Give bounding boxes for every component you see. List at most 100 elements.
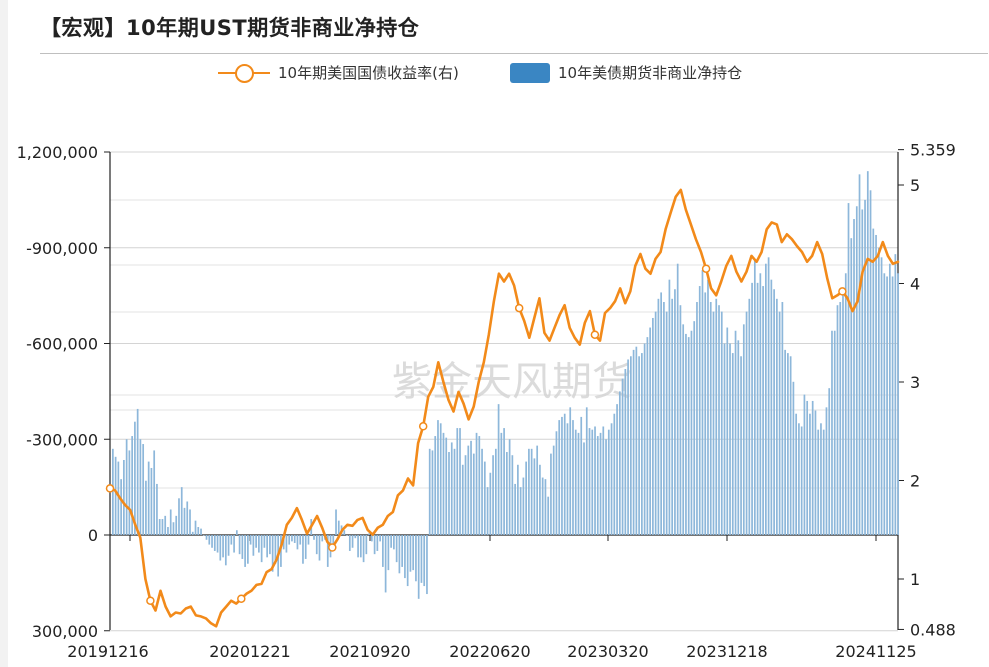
net-position-bar <box>877 247 880 535</box>
net-position-bar <box>663 302 665 535</box>
net-position-bar <box>577 432 580 535</box>
x-tick-label: 20210920 <box>329 642 410 661</box>
net-position-bar <box>434 436 437 535</box>
legend-item-net-position[interactable]: 10年美债期货非商业净持仓 <box>510 62 742 83</box>
net-position-bar <box>258 535 260 553</box>
net-position-bar <box>186 501 189 535</box>
net-position-bar <box>726 327 729 535</box>
net-position-bar <box>313 535 315 540</box>
net-position-bar <box>373 535 376 555</box>
yield-marker <box>590 330 600 339</box>
net-position-bar <box>798 423 800 535</box>
net-position-bar <box>511 455 514 535</box>
net-position-bar <box>263 535 266 548</box>
net-position-bar <box>456 428 459 535</box>
net-position-bar <box>864 199 866 536</box>
net-position-bar <box>883 273 886 535</box>
net-position-bar <box>183 507 186 535</box>
net-position-bar <box>657 298 660 535</box>
net-position-bar <box>547 496 550 535</box>
net-position-bar <box>709 302 712 535</box>
net-position-bar <box>770 279 773 535</box>
net-position-bar <box>406 535 409 587</box>
net-position-bar <box>318 535 321 561</box>
net-position-bar <box>401 535 404 567</box>
net-position-bar <box>288 535 291 545</box>
net-position-bar <box>191 531 194 535</box>
net-position-bar <box>580 416 583 535</box>
net-position-bar <box>753 260 756 535</box>
net-position-bar <box>412 535 415 571</box>
net-position-bar <box>704 292 707 535</box>
net-position-bar <box>197 527 200 535</box>
net-position-bar <box>715 298 718 535</box>
net-position-bar <box>390 535 392 548</box>
net-position-bar <box>585 407 588 535</box>
net-position-bar <box>269 535 271 555</box>
net-position-bar <box>142 444 145 535</box>
net-position-bar <box>450 442 453 535</box>
net-position-bar <box>803 394 806 535</box>
net-position-bar <box>660 292 662 535</box>
y-left-tick-label: -900,000 <box>26 239 98 258</box>
net-position-bar <box>858 174 861 535</box>
net-position-bar <box>467 445 470 535</box>
net-position-bar <box>853 219 855 535</box>
y-right-tick-label: 4 <box>910 275 920 294</box>
x-tick-label: 20241125 <box>835 642 916 661</box>
net-position-bar <box>599 432 602 535</box>
net-position-bar <box>541 477 544 535</box>
net-position-bar <box>897 273 899 535</box>
net-position-bar <box>282 535 285 550</box>
net-position-bar <box>244 535 246 567</box>
yield-marker <box>237 594 246 603</box>
net-position-bar <box>561 416 563 535</box>
net-position-bar <box>828 388 831 535</box>
net-position-bar <box>789 356 792 535</box>
net-position-bar <box>332 535 335 550</box>
net-position-bar <box>426 535 428 595</box>
net-position-bar <box>304 535 307 559</box>
net-position-bar <box>756 282 759 535</box>
left-edge-strip <box>0 0 8 667</box>
yield-marker <box>418 422 428 431</box>
legend-yield-label: 10年期美国国债收益率(右) <box>278 64 459 82</box>
net-position-bar <box>778 311 781 535</box>
net-position-bar <box>745 311 748 535</box>
x-tick-label: 20230320 <box>567 642 648 661</box>
net-position-bar <box>621 378 624 535</box>
net-position-bar <box>448 452 450 535</box>
yield-marker <box>105 484 115 493</box>
net-position-bar <box>632 349 635 535</box>
net-position-bar <box>759 273 762 535</box>
legend-item-yield[interactable]: 10年期美国国债收益率(右) <box>218 62 459 83</box>
net-position-bar <box>693 321 696 535</box>
net-position-bar <box>506 452 508 535</box>
net-position-bar <box>649 327 651 535</box>
net-position-bar <box>205 535 208 540</box>
net-position-bar <box>552 445 555 535</box>
net-position-bar <box>139 439 142 535</box>
net-position-bar <box>404 535 406 579</box>
net-position-bar <box>610 423 613 535</box>
net-position-bar <box>464 455 467 535</box>
net-position-bar <box>252 535 255 556</box>
net-position-bar <box>172 522 175 535</box>
y-left-tick-label: 300,000 <box>32 622 98 641</box>
net-position-bar <box>459 428 461 535</box>
net-position-bar <box>423 535 426 587</box>
net-position-bar <box>359 535 362 558</box>
net-position-bar <box>175 515 178 535</box>
net-position-bar <box>219 535 222 561</box>
net-position-bar <box>442 432 445 535</box>
net-position-bar <box>891 276 894 535</box>
net-position-bar <box>415 535 417 582</box>
net-position-bar <box>861 209 864 535</box>
net-position-bar <box>544 479 547 535</box>
net-position-bar <box>519 487 522 536</box>
yield-marker <box>328 543 337 552</box>
y-left-tick-label: -300,000 <box>26 430 98 449</box>
net-position-bar <box>707 279 709 535</box>
net-position-bar <box>362 535 365 563</box>
net-position-bar <box>307 535 310 545</box>
